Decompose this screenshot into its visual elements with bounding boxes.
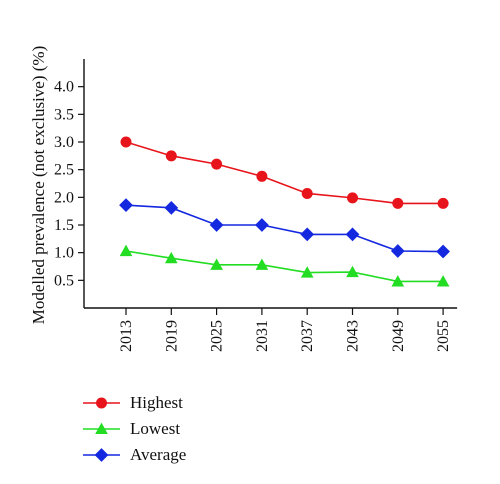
legend-marker-lowest [95, 422, 108, 435]
x-tick-label: 2037 [299, 320, 316, 352]
data-point-average [345, 227, 360, 242]
x-tick-label: 2013 [118, 320, 135, 352]
legend-marker-average [94, 448, 109, 462]
x-tick-label: 2043 [345, 320, 362, 352]
data-point-highest [165, 150, 177, 162]
data-point-highest [211, 158, 223, 170]
data-point-lowest [255, 258, 269, 270]
data-point-lowest [300, 266, 314, 278]
data-point-highest [120, 136, 132, 148]
data-point-lowest [210, 258, 223, 270]
y-axis-label: Modelled prevalence (not exclusive) (%) [29, 46, 48, 325]
x-tick-label: 2055 [435, 320, 452, 352]
y-tick-label: 4.0 [54, 79, 74, 96]
series-layer [119, 136, 450, 287]
x-tick-label: 2025 [209, 320, 226, 352]
x-tick-label: 2031 [254, 320, 271, 352]
x-tick-label: 2019 [163, 320, 180, 352]
data-point-highest [347, 192, 358, 204]
x-axis: 2013 2019 2025 2031 2037 2043 2049 2055 [84, 307, 458, 352]
legend-label-highest: Highest [130, 393, 183, 412]
y-tick-label: 1.5 [54, 217, 74, 234]
data-point-average [209, 218, 224, 232]
legend: Highest Lowest Average [83, 393, 186, 464]
data-point-lowest [164, 251, 178, 264]
data-point-average [255, 218, 269, 232]
x-tick-label: 2049 [390, 320, 407, 352]
y-tick-label: 2.5 [54, 162, 74, 179]
data-point-highest [301, 187, 313, 199]
y-tick-label: 0.5 [54, 272, 74, 289]
data-point-average [119, 198, 133, 212]
y-tick-label: 1.0 [54, 245, 74, 262]
data-point-lowest [346, 265, 359, 278]
data-point-lowest [436, 275, 450, 287]
data-point-average [164, 200, 179, 215]
data-point-highest [437, 197, 449, 209]
data-point-lowest [119, 244, 133, 257]
y-tick-label: 2.0 [54, 189, 74, 206]
series-line-average [125, 204, 444, 253]
legend-label-lowest: Lowest [130, 419, 180, 438]
data-point-lowest [391, 275, 405, 287]
data-point-highest [256, 170, 268, 182]
data-point-average [300, 227, 315, 242]
legend-label-average: Average [130, 445, 186, 464]
data-point-highest [392, 197, 404, 209]
y-axis-ticks: 0.5 1.0 1.5 2.0 2.5 3.0 3.5 4.0 [54, 79, 84, 289]
series-line-lowest [125, 250, 444, 283]
y-tick-label: 3.0 [54, 134, 74, 151]
legend-marker-highest [96, 397, 107, 409]
data-point-average [436, 244, 450, 259]
series-line-highest [125, 141, 444, 205]
data-point-average [390, 244, 405, 258]
y-tick-label: 3.5 [54, 106, 74, 123]
